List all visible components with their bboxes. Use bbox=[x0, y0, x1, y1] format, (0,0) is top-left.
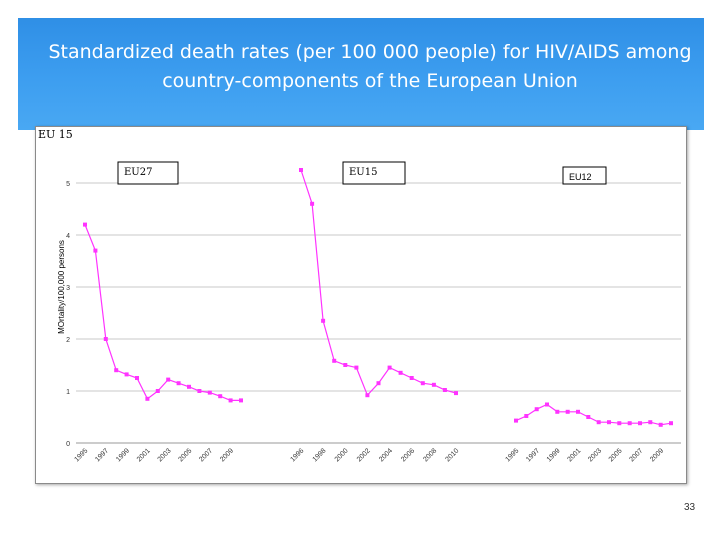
header-band bbox=[18, 18, 704, 130]
data-point-eu27-2006 bbox=[197, 389, 202, 393]
mortality-chart: EU 15 MOrtality/100,000 persons 0 1 2 3 4 5 1995… bbox=[38, 128, 681, 463]
data-point-eu12-1995 bbox=[514, 418, 518, 423]
data-point-eu15-2007 bbox=[420, 381, 425, 386]
x-tick-label-eu15-1998: 1998 bbox=[312, 447, 328, 463]
data-point-eu12-2000 bbox=[565, 409, 570, 414]
x-tick-label-eu15-2010: 2010 bbox=[444, 447, 460, 463]
data-point-eu15-1998 bbox=[321, 318, 326, 323]
data-point-eu12-2002 bbox=[586, 415, 591, 419]
data-point-eu15-2006 bbox=[409, 376, 414, 380]
x-tick-label-eu12-2005: 2005 bbox=[608, 447, 624, 463]
x-tick-label-eu27-2007: 2007 bbox=[198, 447, 214, 463]
legend-label-eu12: EU12 bbox=[569, 172, 592, 182]
x-tick-label-eu15-1996: 1996 bbox=[289, 447, 305, 463]
x-tick-label-eu27-1997: 1997 bbox=[94, 447, 110, 463]
title-line-1: Standardized death rates (per 100 000 pe… bbox=[48, 41, 692, 63]
legend-label-eu27: EU27 bbox=[124, 167, 152, 178]
data-point-eu12-1999 bbox=[555, 409, 560, 414]
data-point-eu12-1996 bbox=[524, 414, 529, 418]
x-tick-label-eu12-2009: 2009 bbox=[649, 447, 665, 463]
data-point-eu12-2004 bbox=[607, 420, 611, 425]
data-point-eu27-2000 bbox=[135, 376, 139, 380]
data-point-eu12-1998 bbox=[545, 402, 549, 407]
data-point-eu27-2009 bbox=[228, 398, 233, 403]
data-point-eu27-2010 bbox=[239, 398, 243, 403]
data-point-eu27-2002 bbox=[155, 389, 160, 393]
series-line-eu15 bbox=[300, 169, 457, 397]
x-tick-label-eu15-2008: 2008 bbox=[422, 447, 438, 463]
corner-label: EU 15 bbox=[38, 128, 73, 141]
data-point-eu27-1997 bbox=[103, 337, 108, 341]
x-tick-label-eu12-2001: 2001 bbox=[566, 447, 582, 463]
data-point-eu12-2008 bbox=[648, 420, 653, 425]
y-tick-label-5: 5 bbox=[66, 181, 70, 188]
x-tick-label-eu12-1997: 1997 bbox=[525, 447, 541, 463]
series-line-eu27 bbox=[84, 224, 241, 401]
x-tick-label-eu12-2007: 2007 bbox=[628, 447, 644, 463]
data-point-eu12-2007 bbox=[638, 421, 642, 426]
data-point-eu15-1997 bbox=[310, 201, 315, 206]
x-tick-label-eu27-2005: 2005 bbox=[177, 447, 193, 463]
data-point-eu15-2004 bbox=[387, 365, 392, 370]
x-tick-label-eu12-2003: 2003 bbox=[587, 447, 603, 463]
data-point-eu15-2005 bbox=[398, 370, 403, 375]
data-point-eu15-2002 bbox=[365, 393, 370, 398]
data-point-eu15-1999 bbox=[332, 358, 337, 363]
data-point-eu27-1999 bbox=[124, 372, 129, 377]
data-point-eu27-1995 bbox=[83, 222, 87, 227]
x-tick-label-eu15-2004: 2004 bbox=[378, 447, 394, 463]
data-point-eu27-2004 bbox=[176, 381, 181, 386]
y-tick-label-2: 2 bbox=[66, 337, 70, 344]
data-point-eu15-2009 bbox=[442, 388, 447, 392]
data-point-eu12-2006 bbox=[627, 421, 632, 426]
page-number: 33 bbox=[684, 502, 696, 513]
data-point-eu15-2000 bbox=[343, 363, 348, 367]
y-tick-label-4: 4 bbox=[66, 233, 70, 240]
y-tick-label-1: 1 bbox=[66, 389, 70, 396]
x-tick-label-eu27-1999: 1999 bbox=[115, 447, 131, 463]
data-point-eu12-2010 bbox=[669, 421, 673, 426]
data-point-eu15-2003 bbox=[376, 381, 381, 386]
data-point-eu27-2008 bbox=[218, 394, 223, 399]
y-tick-label-3: 3 bbox=[66, 285, 70, 292]
data-point-eu27-1996 bbox=[93, 248, 98, 253]
series-line-eu12 bbox=[515, 403, 672, 426]
x-tick-label-eu27-2003: 2003 bbox=[157, 447, 173, 463]
y-tick-label-0: 0 bbox=[66, 441, 70, 448]
data-point-eu15-2010 bbox=[454, 391, 458, 396]
legend-box-eu15 bbox=[342, 161, 406, 185]
data-point-eu27-2005 bbox=[187, 384, 191, 389]
data-point-eu12-2001 bbox=[576, 409, 580, 414]
x-tick-label-eu12-1995: 1995 bbox=[504, 447, 520, 463]
slide-title: Standardized death rates (per 100 000 pe… bbox=[20, 38, 720, 96]
data-point-eu12-1997 bbox=[534, 407, 539, 412]
x-tick-label-eu15-2002: 2002 bbox=[356, 447, 372, 463]
x-tick-label-eu12-1999: 1999 bbox=[546, 447, 562, 463]
title-line-2: country-components of the European Union bbox=[162, 70, 578, 92]
y-axis-label: MOrtality/100,000 persons bbox=[57, 240, 66, 334]
x-tick-label-eu27-1995: 1995 bbox=[73, 447, 89, 463]
data-point-eu27-2007 bbox=[207, 390, 212, 395]
data-point-eu15-2008 bbox=[431, 382, 436, 387]
data-point-eu12-2003 bbox=[596, 420, 601, 425]
x-tick-label-eu15-2006: 2006 bbox=[400, 447, 416, 463]
data-point-eu27-2003 bbox=[166, 377, 171, 382]
legend-box-eu27 bbox=[117, 161, 179, 185]
x-tick-label-eu15-2000: 2000 bbox=[334, 447, 350, 463]
data-point-eu27-2001 bbox=[145, 396, 150, 401]
legend-label-eu15: EU15 bbox=[349, 167, 377, 178]
chart-panel: EU 15 MOrtality/100,000 persons 0 1 2 3 4 5 1995… bbox=[35, 126, 687, 484]
data-point-eu12-2009 bbox=[658, 422, 663, 427]
data-point-eu15-1996 bbox=[299, 168, 303, 172]
data-point-eu12-2005 bbox=[617, 421, 622, 426]
data-point-eu15-2001 bbox=[354, 365, 359, 370]
legend-box-eu12 bbox=[562, 166, 607, 185]
x-tick-label-eu27-2001: 2001 bbox=[136, 447, 152, 463]
data-point-eu27-1998 bbox=[114, 368, 119, 373]
x-tick-label-eu27-2009: 2009 bbox=[219, 447, 235, 463]
